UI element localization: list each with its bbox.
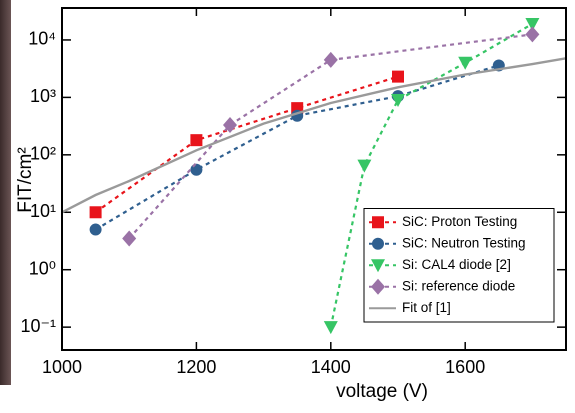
y-tick-label: 10⁰ xyxy=(29,258,56,278)
legend-label: SiC: Proton Testing xyxy=(402,214,517,229)
series-line xyxy=(62,57,566,214)
marker xyxy=(323,51,338,68)
marker xyxy=(458,56,473,70)
cropped-photo-edge xyxy=(0,0,11,385)
marker xyxy=(525,17,540,31)
plot-area xyxy=(62,17,566,335)
marker xyxy=(323,321,338,335)
marker xyxy=(89,206,102,219)
y-tick-label: 10² xyxy=(30,144,56,164)
series-line xyxy=(94,75,399,214)
legend-label: Fit of [1] xyxy=(402,300,451,315)
y-tick-label: 10⁻¹ xyxy=(20,316,56,336)
marker xyxy=(372,237,384,250)
x-tick-label: 1600 xyxy=(445,357,485,377)
x-axis-label: voltage (V) xyxy=(336,381,428,402)
marker xyxy=(223,117,237,134)
legend-label: Si: CAL4 diode [2] xyxy=(402,257,511,272)
marker xyxy=(392,70,404,83)
marker xyxy=(89,223,102,236)
y-axis-label: FIT/cm² xyxy=(15,147,36,212)
series-line xyxy=(95,64,500,231)
y-tick-label: 10¹ xyxy=(30,201,56,221)
marker xyxy=(371,259,385,273)
y-tick-label: 10⁴ xyxy=(28,29,56,49)
marker xyxy=(391,94,405,108)
marker xyxy=(190,163,203,176)
marker xyxy=(525,26,540,43)
marker xyxy=(371,278,385,295)
x-tick-label: 1400 xyxy=(311,357,351,377)
x-tick-label: 1000 xyxy=(42,357,82,377)
series-line xyxy=(128,33,533,240)
marker xyxy=(357,159,372,173)
marker xyxy=(122,230,137,247)
marker xyxy=(190,134,203,147)
x-tick-label: 1200 xyxy=(176,357,216,377)
marker xyxy=(372,216,384,229)
legend-label: Si: reference diode xyxy=(402,278,515,293)
y-tick-label: 10³ xyxy=(30,86,56,106)
legend-label: SiC: Neutron Testing xyxy=(402,235,526,250)
plot-frame xyxy=(61,7,567,351)
